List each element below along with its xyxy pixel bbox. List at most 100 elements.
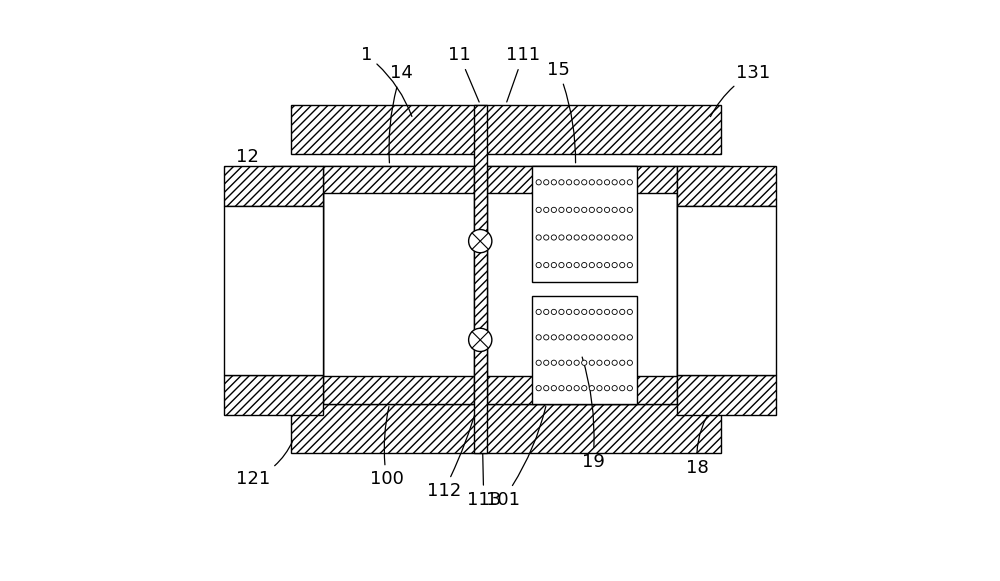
Circle shape (536, 335, 541, 340)
Circle shape (551, 386, 556, 391)
Bar (532, 296, 637, 404)
Bar (291, 105, 721, 154)
Circle shape (604, 360, 610, 365)
Bar (487, 166, 677, 193)
Bar (323, 166, 474, 404)
Circle shape (627, 360, 632, 365)
Text: 12: 12 (236, 148, 291, 282)
Circle shape (551, 309, 556, 314)
Circle shape (597, 335, 602, 340)
Text: 14: 14 (389, 64, 413, 163)
Circle shape (566, 207, 572, 213)
Bar (323, 376, 474, 404)
Circle shape (582, 235, 587, 240)
Bar (677, 166, 776, 206)
Circle shape (582, 263, 587, 268)
Circle shape (544, 360, 549, 365)
Bar (474, 105, 487, 453)
Circle shape (536, 180, 541, 185)
Circle shape (559, 309, 564, 314)
Circle shape (597, 309, 602, 314)
Circle shape (551, 235, 556, 240)
Circle shape (536, 263, 541, 268)
Circle shape (620, 180, 625, 185)
Circle shape (612, 360, 617, 365)
Text: 18: 18 (686, 406, 713, 476)
Circle shape (574, 309, 579, 314)
Circle shape (559, 180, 564, 185)
Circle shape (559, 360, 564, 365)
Circle shape (627, 180, 632, 185)
Circle shape (589, 360, 594, 365)
Circle shape (620, 335, 625, 340)
Circle shape (551, 207, 556, 213)
Circle shape (589, 386, 594, 391)
Bar (532, 166, 637, 282)
Circle shape (612, 235, 617, 240)
Circle shape (566, 335, 572, 340)
Text: 17: 17 (224, 212, 247, 245)
Circle shape (574, 386, 579, 391)
Circle shape (620, 360, 625, 365)
Bar (677, 375, 776, 415)
Circle shape (536, 360, 541, 365)
Circle shape (589, 263, 594, 268)
Circle shape (604, 386, 610, 391)
Circle shape (627, 386, 632, 391)
Circle shape (627, 263, 632, 268)
Circle shape (627, 235, 632, 240)
Circle shape (620, 207, 625, 213)
Circle shape (544, 180, 549, 185)
Bar (224, 375, 323, 415)
Circle shape (544, 207, 549, 213)
Circle shape (559, 207, 564, 213)
Circle shape (582, 386, 587, 391)
Circle shape (604, 263, 610, 268)
Circle shape (559, 386, 564, 391)
Circle shape (536, 207, 541, 213)
Circle shape (589, 335, 594, 340)
Circle shape (544, 386, 549, 391)
Circle shape (589, 180, 594, 185)
Circle shape (566, 180, 572, 185)
Circle shape (589, 235, 594, 240)
Circle shape (551, 180, 556, 185)
Circle shape (604, 207, 610, 213)
Text: 181: 181 (734, 189, 776, 231)
Circle shape (536, 386, 541, 391)
Circle shape (574, 335, 579, 340)
Circle shape (612, 263, 617, 268)
Circle shape (582, 335, 587, 340)
Circle shape (620, 263, 625, 268)
Text: 113: 113 (467, 343, 501, 508)
Circle shape (627, 335, 632, 340)
Circle shape (544, 263, 549, 268)
Text: 15: 15 (547, 61, 576, 163)
Circle shape (551, 335, 556, 340)
Circle shape (604, 235, 610, 240)
Circle shape (627, 207, 632, 213)
Circle shape (566, 386, 572, 391)
Circle shape (582, 207, 587, 213)
Circle shape (597, 180, 602, 185)
Circle shape (604, 309, 610, 314)
Circle shape (544, 235, 549, 240)
Text: 131: 131 (710, 64, 770, 117)
Circle shape (620, 386, 625, 391)
Text: 1: 1 (361, 46, 412, 117)
Circle shape (559, 263, 564, 268)
Circle shape (589, 309, 594, 314)
Circle shape (620, 235, 625, 240)
Bar (487, 166, 677, 404)
Bar (224, 166, 323, 206)
Circle shape (612, 335, 617, 340)
Circle shape (566, 309, 572, 314)
Text: 111: 111 (506, 46, 540, 102)
Circle shape (566, 235, 572, 240)
Circle shape (469, 229, 492, 253)
Circle shape (597, 235, 602, 240)
Circle shape (589, 207, 594, 213)
Circle shape (544, 309, 549, 314)
Bar (271, 166, 323, 404)
Circle shape (536, 235, 541, 240)
